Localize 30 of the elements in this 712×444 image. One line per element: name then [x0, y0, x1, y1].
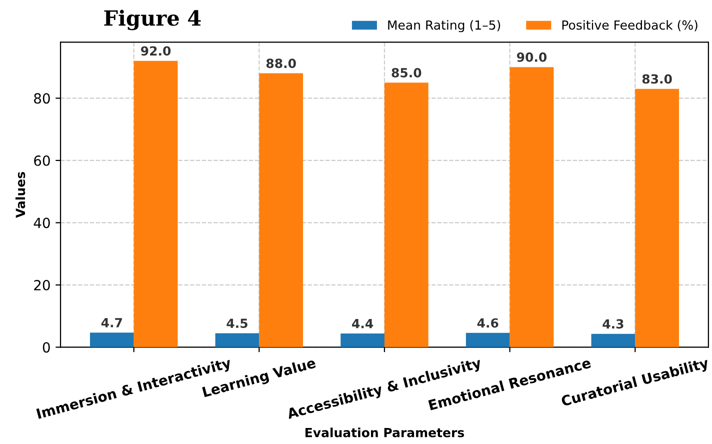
data-label: 92.0: [140, 46, 171, 56]
data-label: 83.0: [642, 74, 672, 84]
bar: [215, 333, 260, 348]
data-label: 4.4: [352, 319, 374, 328]
bar: [90, 332, 134, 348]
y-axis-title: Values: [15, 172, 26, 218]
y-tick-label: 40: [34, 218, 50, 228]
x-axis-title: Evaluation Parameters: [305, 428, 464, 438]
bar: [384, 82, 428, 348]
bar: [340, 334, 384, 348]
legend-label: Positive Feedback (%): [562, 20, 698, 32]
data-label: 88.0: [266, 58, 296, 68]
data-label: 4.5: [226, 318, 248, 328]
bar: [134, 60, 178, 348]
data-label: 90.0: [516, 52, 547, 62]
y-tick-label: 20: [34, 280, 50, 290]
y-tick-label: 60: [34, 155, 50, 166]
bar: [259, 73, 304, 348]
chart-title: Figure 4: [104, 10, 201, 30]
data-label: 85.0: [392, 68, 422, 78]
data-label: 4.6: [477, 318, 498, 328]
bar: [591, 334, 636, 348]
data-label: 4.7: [101, 318, 122, 328]
legend-label: Mean Rating (1–5): [388, 20, 500, 32]
y-tick-label: 80: [34, 93, 50, 104]
data-label: 4.3: [602, 319, 624, 329]
bar: [466, 332, 510, 348]
y-tick-label: 0: [42, 342, 50, 353]
bar: [510, 67, 554, 348]
bar: [635, 88, 679, 348]
